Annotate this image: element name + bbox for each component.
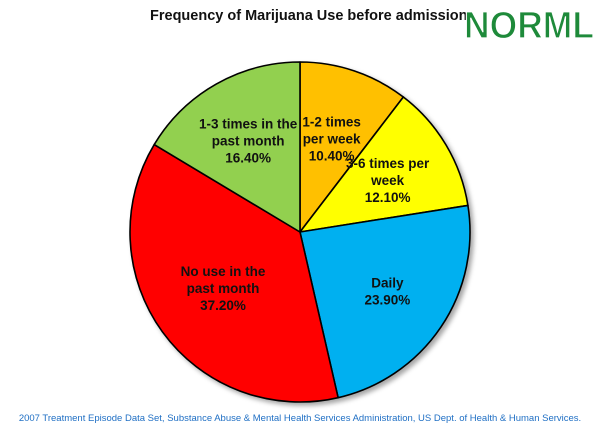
- pie-slice-daily: [299, 204, 471, 399]
- norml-logo: NORML: [463, 4, 594, 44]
- pie-slices: [129, 61, 471, 403]
- pie-slice-3-6-times-per-week: [299, 96, 469, 233]
- pie-label-1-2-times-per-week: 1-2 times per week 10.40%: [302, 115, 361, 164]
- chart-title: Frequency of Marijuana Use before admiss…: [150, 8, 468, 24]
- pie-label-no-use-in-the-past-month: No use in the past month 37.20%: [181, 264, 266, 313]
- pie-slice-1-2-times-per-week: [299, 61, 405, 233]
- pie-label-daily: Daily 23.90%: [365, 276, 411, 308]
- pie-label-1-3-times-in-the-past-month: 1-3 times in the past month 16.40%: [199, 116, 298, 165]
- source-citation: 2007 Treatment Episode Data Set, Substan…: [18, 413, 582, 424]
- pie-slice-1-3-times-in-the-past-month: [153, 61, 301, 233]
- pie-label-3-6-times-per-week: 3-6 times per week 12.10%: [346, 156, 430, 205]
- pie-labels: 1-2 times per week 10.40%3-6 times per week…: [181, 115, 430, 313]
- pie-slice-no-use-in-the-past-month: [129, 143, 339, 403]
- svg-text:NORML: NORML: [464, 5, 594, 44]
